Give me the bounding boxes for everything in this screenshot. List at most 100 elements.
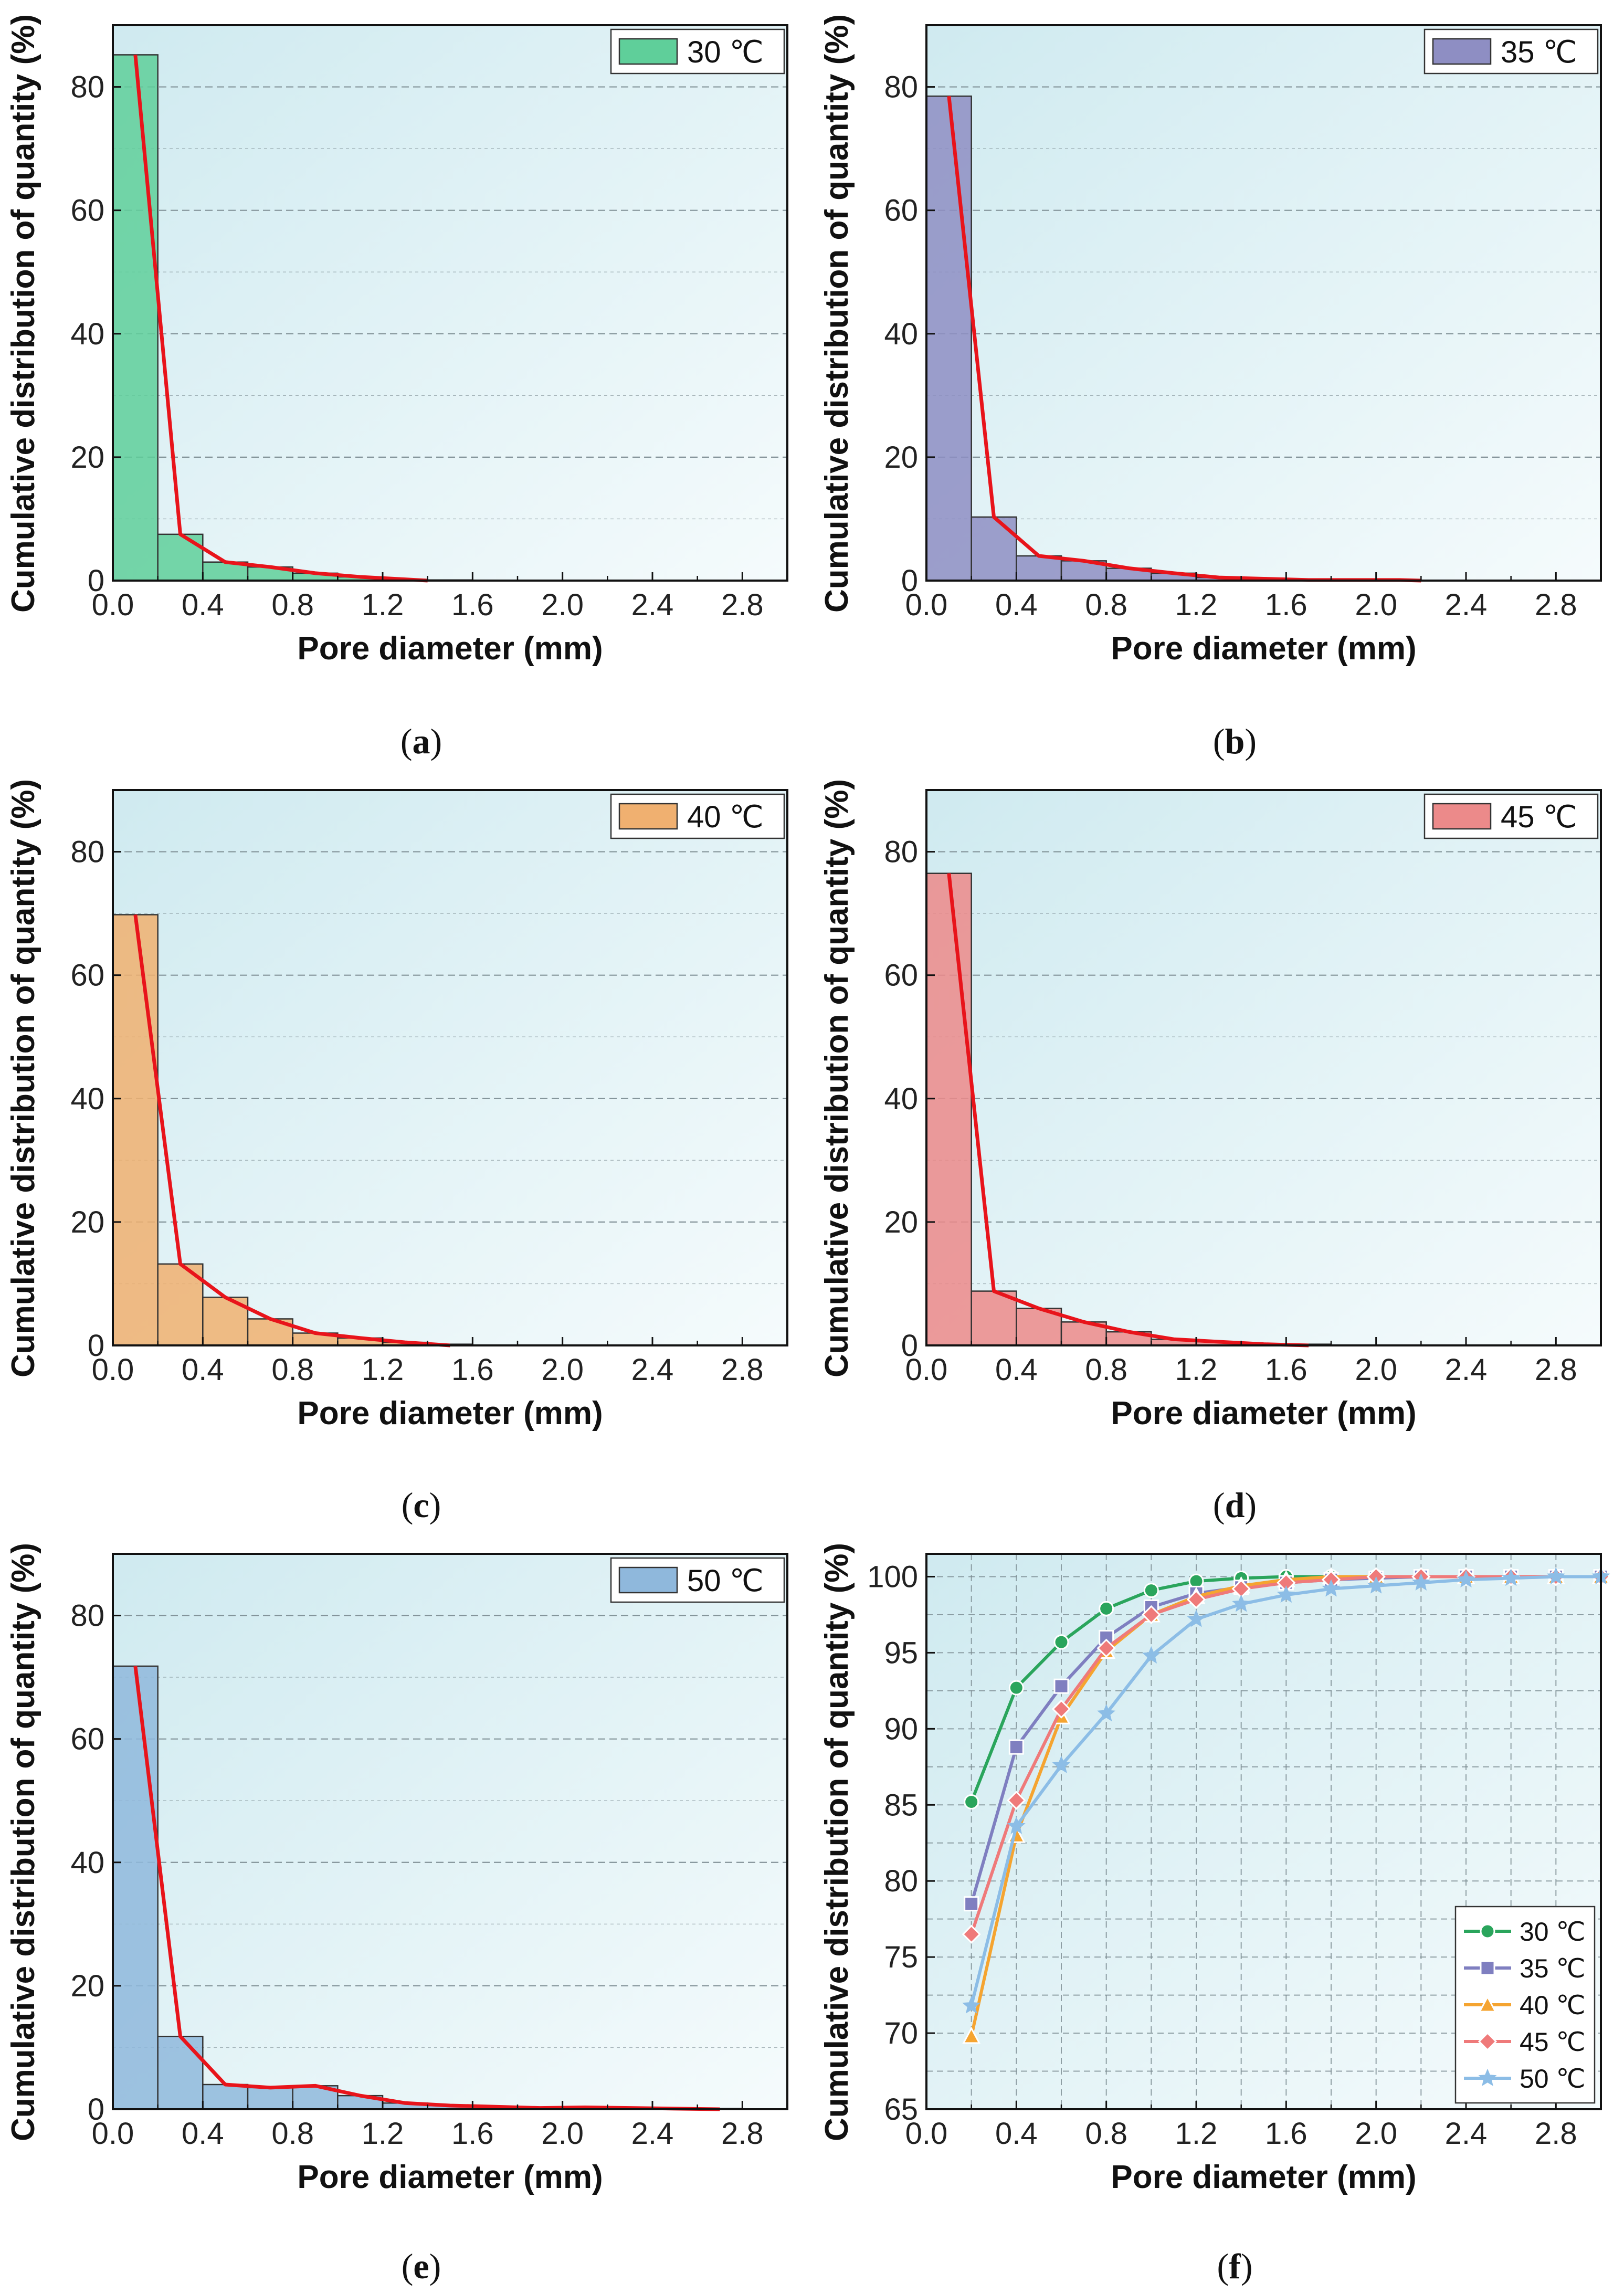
y-tick-label: 0: [88, 564, 104, 598]
x-axis-title: Pore diameter (mm): [297, 630, 603, 667]
y-tick-label: 60: [70, 194, 104, 228]
marker-diamond: [1478, 2032, 1498, 2051]
panel-label-close: ): [1245, 1485, 1257, 1525]
marker-star: [1322, 1579, 1341, 1597]
marker-star: [1277, 1585, 1295, 1603]
histogram-bar: [112, 54, 159, 582]
x-tick-label: 2.0: [541, 588, 584, 622]
panel-b: 0.0 0.4 0.8 1.2 1.6 2.0 2.4 2.8 0 20 40 60 80 Pore di…: [819, 14, 1602, 761]
marker-star: [1052, 1755, 1071, 1773]
y-tick-label: 80: [70, 1599, 104, 1633]
distribution-curve-line: [133, 914, 450, 1348]
marker-star: [1502, 1569, 1521, 1586]
y-tick-label: 60: [884, 959, 918, 993]
panel-label: (e): [402, 2246, 441, 2286]
y-tick-label: 40: [70, 1846, 104, 1880]
y-tick-label: 70: [884, 2016, 918, 2050]
x-tick-label: 0.8: [1085, 2117, 1127, 2151]
panel-label-close: ): [429, 1485, 441, 1525]
histogram-bar: [925, 872, 972, 1346]
marker-triangle: [962, 2026, 981, 2044]
axes-frame: [112, 789, 788, 1346]
plot-background: [926, 790, 1601, 1345]
x-tick-label: 0.0: [92, 1353, 134, 1387]
y-tick-label: 40: [70, 1082, 104, 1116]
marker-diamond: [1186, 1590, 1206, 1609]
x-tick-label: 2.0: [1355, 588, 1397, 622]
x-tick-label: 2.4: [631, 2117, 674, 2151]
marker-circle: [964, 1794, 979, 1809]
marker-star: [1478, 2068, 1497, 2086]
x-axis-title: Pore diameter (mm): [297, 1395, 603, 1432]
y-tick-label: 65: [884, 2092, 918, 2127]
marker-square: [964, 1896, 979, 1912]
panel-label: (a): [400, 721, 442, 761]
x-tick-label: 0.4: [995, 588, 1038, 622]
panel-label-close: ): [429, 2246, 441, 2286]
panel-a: 0.0 0.4 0.8 1.2 1.6 2.0 2.4 2.8 0 20 40 60 80 Pore di…: [5, 14, 788, 761]
legend-swatch: [1432, 38, 1492, 65]
x-tick-label: 0.0: [92, 2117, 134, 2151]
marker-star: [962, 1996, 981, 2014]
legend-swatch: [618, 803, 678, 830]
x-tick-label: 2.8: [721, 588, 764, 622]
x-tick-label: 0.0: [905, 1353, 948, 1387]
y-axis-title: Cumulative distribution of quantity (%): [5, 14, 41, 613]
y-tick-label: 90: [884, 1712, 918, 1746]
panel-label-letter: d: [1225, 1485, 1245, 1525]
y-tick-label: 80: [884, 1864, 918, 1898]
marker-circle: [1480, 1923, 1495, 1939]
panel-label-close: ): [1245, 721, 1257, 761]
legend-label: 50 ℃: [1520, 2064, 1586, 2093]
y-tick-label: 85: [884, 1788, 918, 1822]
histogram-bar: [157, 2036, 204, 2110]
x-tick-label: 1.2: [1175, 1353, 1218, 1387]
distribution-curve-line: [133, 1666, 720, 2111]
x-tick-label: 0.0: [92, 588, 134, 622]
panel-e: 0.0 0.4 0.8 1.2 1.6 2.0 2.4 2.8 0 20 40 60 80 Pore di…: [5, 1543, 788, 2286]
axes-frame: [925, 789, 1602, 1346]
y-tick-label: 95: [884, 1636, 918, 1670]
x-tick-label: 0.8: [271, 2117, 314, 2151]
plot-background: [113, 25, 787, 581]
y-axis-title: Cumulative distribution of quantity (%): [819, 1543, 855, 2141]
y-tick-label: 60: [70, 959, 104, 993]
y-axis-title: Cumulative distribution of quantity (%): [5, 1543, 41, 2141]
legend-swatch: [618, 1566, 678, 1594]
axes-frame: [925, 24, 1602, 582]
y-axis-title: Cumulative distribution of quantity (%): [819, 779, 855, 1377]
marker-square: [1053, 1678, 1069, 1694]
x-tick-label: 0.8: [1085, 588, 1127, 622]
panel-f: 0.0 0.4 0.8 1.2 1.6 2.0 2.4 2.8 65 70 75 80 85 90 95 10…: [819, 1543, 1611, 2286]
x-tick-label: 1.2: [362, 2117, 404, 2151]
distribution-curve-line: [947, 873, 1309, 1348]
plot-background: [113, 1554, 787, 2109]
x-axis-title: Pore diameter (mm): [1111, 2159, 1416, 2195]
panel-label: (c): [402, 1485, 441, 1525]
marker-star: [1367, 1576, 1386, 1594]
marker-diamond: [1142, 1605, 1161, 1625]
histogram-bar: [971, 516, 1017, 582]
legend-label: 30 ℃: [1520, 1917, 1586, 1946]
plot-background: [113, 790, 787, 1345]
histogram-bar: [202, 1297, 249, 1346]
panel-label-open: (: [1213, 1485, 1225, 1525]
y-tick-label: 80: [884, 70, 918, 104]
marker-star: [1142, 1646, 1161, 1664]
y-tick-label: 40: [884, 317, 918, 351]
y-tick-label: 80: [884, 835, 918, 869]
legend-label: 45 ℃: [1501, 800, 1577, 834]
x-tick-label: 0.8: [271, 588, 314, 622]
histogram-bar: [247, 2087, 293, 2110]
marker-circle: [1143, 1583, 1159, 1598]
panel-c: 0.0 0.4 0.8 1.2 1.6 2.0 2.4 2.8 0 20 40 60 80 Pore di…: [5, 779, 788, 1525]
x-tick-label: 0.0: [905, 588, 948, 622]
x-tick-label: 0.8: [271, 1353, 314, 1387]
x-tick-label: 1.2: [1175, 2117, 1218, 2151]
x-tick-label: 2.0: [1355, 2117, 1397, 2151]
panel-label-close: ): [430, 721, 442, 761]
marker-star: [1232, 1594, 1251, 1612]
panel-d: 0.0 0.4 0.8 1.2 1.6 2.0 2.4 2.8 0 20 40 60 80 Pore di…: [819, 779, 1602, 1525]
x-axis-title: Pore diameter (mm): [1111, 1395, 1416, 1432]
x-tick-label: 2.0: [541, 1353, 584, 1387]
